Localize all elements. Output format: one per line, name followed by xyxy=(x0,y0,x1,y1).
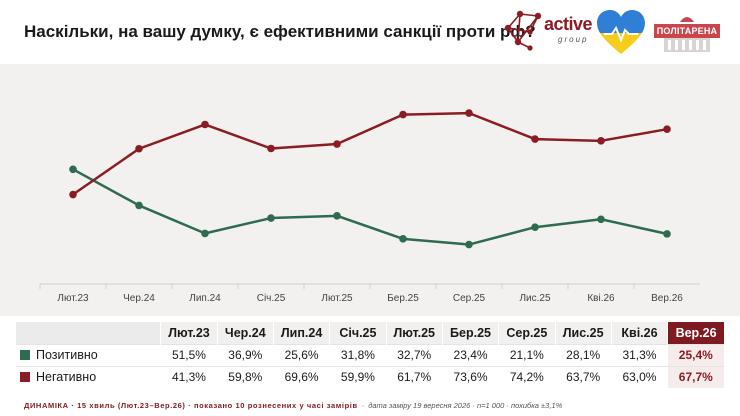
table-row-negative: Негативно 41,3% 59,8% 69,6% 59,9% 61,7% … xyxy=(16,365,724,388)
point-negative xyxy=(597,137,605,145)
data-table: Лют.23 Чер.24 Лип.24 Січ.25 Лют.25 Бер.2… xyxy=(16,322,724,388)
table-header: Лис.25 xyxy=(554,322,612,344)
table-header: Бер.25 xyxy=(441,322,499,344)
table-cell-highlight: 67,7% xyxy=(667,365,724,388)
point-positive xyxy=(201,229,209,238)
point-positive xyxy=(531,223,539,232)
x-tick-label: Лис.25 xyxy=(519,293,550,304)
table-cell: 28,1% xyxy=(555,343,612,366)
table-cell: 59,9% xyxy=(329,365,387,388)
table-cell: 23,4% xyxy=(442,343,499,366)
x-tick-label: Січ.25 xyxy=(257,293,286,304)
x-tick-label: Кві.26 xyxy=(587,293,615,304)
table-header: Лют.25 xyxy=(385,322,443,344)
footer-note: дата заміру 19 вересня 2026 · n=1 000 · … xyxy=(368,401,563,410)
point-negative xyxy=(267,144,275,153)
footer-main: ДИНАМІКА · 15 хвиль (Лют.23–Вер.26) · по… xyxy=(24,401,358,410)
table-cell: 31,8% xyxy=(329,343,387,366)
table-cell: 36,9% xyxy=(217,343,274,366)
table-cell: 69,6% xyxy=(273,365,330,388)
footer-separator: · xyxy=(361,401,365,410)
table-header: Чер.24 xyxy=(216,322,274,344)
point-positive xyxy=(135,201,143,210)
table-cell-highlight: 25,4% xyxy=(667,343,724,366)
heart-logo xyxy=(596,10,646,56)
politarena-text: ПОЛІТАРЕНА xyxy=(654,24,720,38)
table-cell: 63,7% xyxy=(555,365,612,388)
table-cell: 31,3% xyxy=(611,343,668,366)
table-cell: 51,5% xyxy=(160,343,218,366)
x-tick-label: Вер.26 xyxy=(651,293,683,304)
table-cell: 41,3% xyxy=(160,365,218,388)
table-cell: 25,6% xyxy=(273,343,330,366)
point-positive xyxy=(333,212,341,220)
table-cell: 21,1% xyxy=(498,343,555,366)
x-tick-label: Бер.25 xyxy=(387,293,419,304)
row-label-text: Негативно xyxy=(36,370,97,385)
chart-area: Лют.23 Чер.24 Лип.24 Січ.25 Лют.25 Бер.25 Сер.… xyxy=(0,64,740,316)
x-tick-label: Лют.25 xyxy=(321,293,353,304)
point-negative xyxy=(465,109,473,117)
table-header: Лют.23 xyxy=(160,322,218,344)
table-header: Лип.24 xyxy=(272,322,330,344)
point-negative xyxy=(531,135,539,143)
table-cell: 61,7% xyxy=(386,365,443,388)
table-header: Кві.26 xyxy=(610,322,668,344)
x-tick-label: Сер.25 xyxy=(453,293,486,304)
table-header: Січ.25 xyxy=(329,322,387,344)
point-negative xyxy=(69,190,77,199)
point-positive xyxy=(69,165,77,174)
point-positive xyxy=(597,215,605,224)
politarena-logo: ПОЛІТАРЕНА xyxy=(654,10,720,56)
row-label-positive: Позитивно xyxy=(16,343,161,366)
table-header-highlight: Вер.26 xyxy=(667,322,724,344)
data-table-wrap: Лют.23 Чер.24 Лип.24 Січ.25 Лют.25 Бер.2… xyxy=(16,322,724,388)
header: Наскільки, на вашу думку, є ефективними … xyxy=(0,0,740,64)
positive-swatch xyxy=(20,350,30,360)
network-icon xyxy=(504,10,542,51)
table-corner xyxy=(16,322,161,344)
point-negative xyxy=(201,120,209,129)
heart-icon xyxy=(597,10,645,54)
point-negative xyxy=(399,110,407,119)
table-cell: 59,8% xyxy=(217,365,274,388)
active-group-logo: active group xyxy=(500,8,593,58)
table-row-positive: Позитивно 51,5% 36,9% 25,6% 31,8% 32,7% … xyxy=(16,343,724,366)
point-positive xyxy=(267,214,275,222)
point-negative xyxy=(333,140,341,148)
row-label-text: Позитивно xyxy=(36,348,98,362)
point-negative xyxy=(135,144,143,153)
table-header-row: Лют.23 Чер.24 Лип.24 Січ.25 Лют.25 Бер.2… xyxy=(16,322,724,344)
active-brand-sub: group xyxy=(558,35,589,44)
series-line-negative xyxy=(72,111,668,196)
point-positive xyxy=(399,235,407,243)
negative-swatch xyxy=(20,372,30,383)
series-line-positive xyxy=(72,168,668,246)
table-cell: 32,7% xyxy=(386,343,443,366)
table-header: Сер.25 xyxy=(498,322,555,344)
point-negative xyxy=(663,125,671,133)
x-tick-label: Чер.24 xyxy=(123,293,155,304)
table-cell: 63,0% xyxy=(611,365,668,388)
x-tick-label: Лют.23 xyxy=(57,293,89,304)
point-positive xyxy=(663,230,671,238)
line-chart: Лют.23 Чер.24 Лип.24 Січ.25 Лют.25 Бер.25 Сер.… xyxy=(39,109,700,304)
x-tick-label: Лип.24 xyxy=(189,293,221,304)
table-cell: 74,2% xyxy=(498,365,555,388)
active-brand-text: active xyxy=(544,14,593,34)
table-cell: 73,6% xyxy=(442,365,499,388)
page-title: Наскільки, на вашу думку, є ефективними … xyxy=(24,22,536,41)
row-label-negative: Негативно xyxy=(16,365,161,388)
footer: ДИНАМІКА · 15 хвиль (Лют.23–Вер.26) · по… xyxy=(24,401,562,410)
point-positive xyxy=(465,240,473,249)
building-icon xyxy=(664,17,710,52)
